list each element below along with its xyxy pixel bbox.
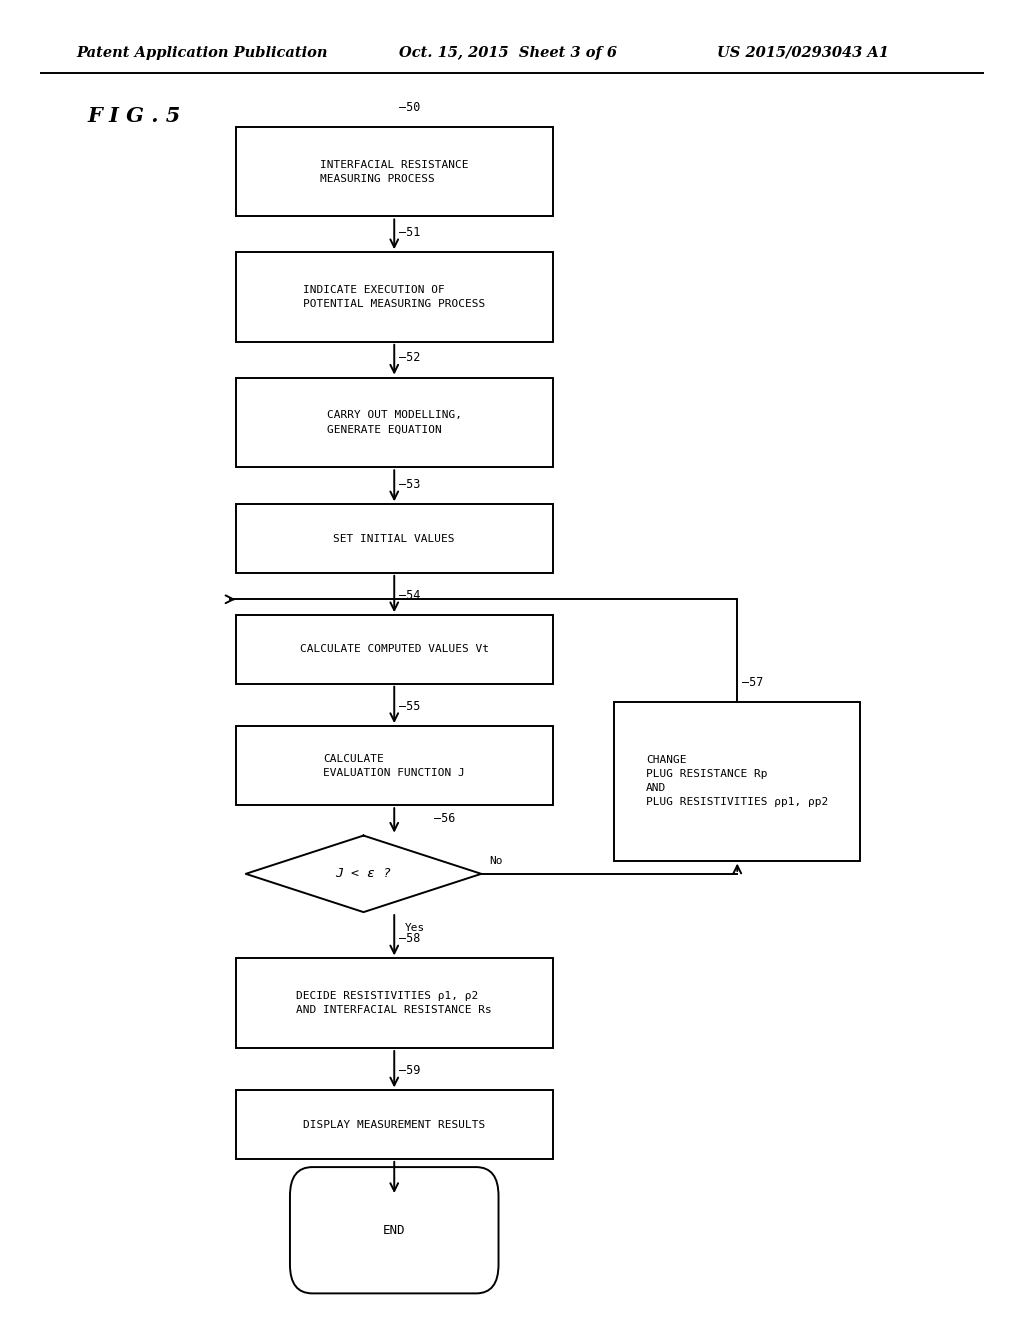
Text: —52: —52 [399,351,421,364]
Text: —50: —50 [399,100,421,114]
Bar [614,702,860,861]
Text: —56: —56 [434,812,456,825]
Text: —54: —54 [399,589,421,602]
Text: CALCULATE COMPUTED VALUES Vt: CALCULATE COMPUTED VALUES Vt [300,644,488,655]
FancyBboxPatch shape [290,1167,499,1294]
Text: Oct. 15, 2015  Sheet 3 of 6: Oct. 15, 2015 Sheet 3 of 6 [399,46,617,59]
Bar [236,127,553,216]
Text: DISPLAY MEASUREMENT RESULTS: DISPLAY MEASUREMENT RESULTS [303,1119,485,1130]
Text: INDICATE EXECUTION OF
POTENTIAL MEASURING PROCESS: INDICATE EXECUTION OF POTENTIAL MEASURIN… [303,285,485,309]
Text: —59: —59 [399,1064,421,1077]
Bar [236,726,553,805]
Text: CHANGE
PLUG RESISTANCE Rp
AND
PLUG RESISTIVITIES ρp1, ρp2: CHANGE PLUG RESISTANCE Rp AND PLUG RESIS… [646,755,828,808]
Text: SET INITIAL VALUES: SET INITIAL VALUES [334,533,455,544]
Bar [236,378,553,467]
Text: —53: —53 [399,478,421,491]
Text: CARRY OUT MODELLING,
GENERATE EQUATION: CARRY OUT MODELLING, GENERATE EQUATION [327,411,462,434]
Text: —57: —57 [742,676,764,689]
Text: DECIDE RESISTIVITIES ρ1, ρ2
AND INTERFACIAL RESISTANCE Rs: DECIDE RESISTIVITIES ρ1, ρ2 AND INTERFAC… [296,991,493,1015]
Text: —55: —55 [399,700,421,713]
Text: CALCULATE
EVALUATION FUNCTION J: CALCULATE EVALUATION FUNCTION J [324,754,465,777]
Text: F I G . 5: F I G . 5 [87,106,180,127]
Text: —58: —58 [399,932,421,945]
Text: No: No [489,855,503,866]
Text: J < ε ?: J < ε ? [336,867,391,880]
Text: INTERFACIAL RESISTANCE
MEASURING PROCESS: INTERFACIAL RESISTANCE MEASURING PROCESS [319,160,469,183]
Bar [236,504,553,573]
Text: Patent Application Publication: Patent Application Publication [77,46,329,59]
Polygon shape [246,836,481,912]
Bar [236,615,553,684]
Bar [236,252,553,342]
Bar [236,1090,553,1159]
Text: END: END [383,1224,406,1237]
Text: Yes: Yes [404,923,425,933]
Bar [236,958,553,1048]
Text: US 2015/0293043 A1: US 2015/0293043 A1 [717,46,889,59]
Text: —51: —51 [399,226,421,239]
